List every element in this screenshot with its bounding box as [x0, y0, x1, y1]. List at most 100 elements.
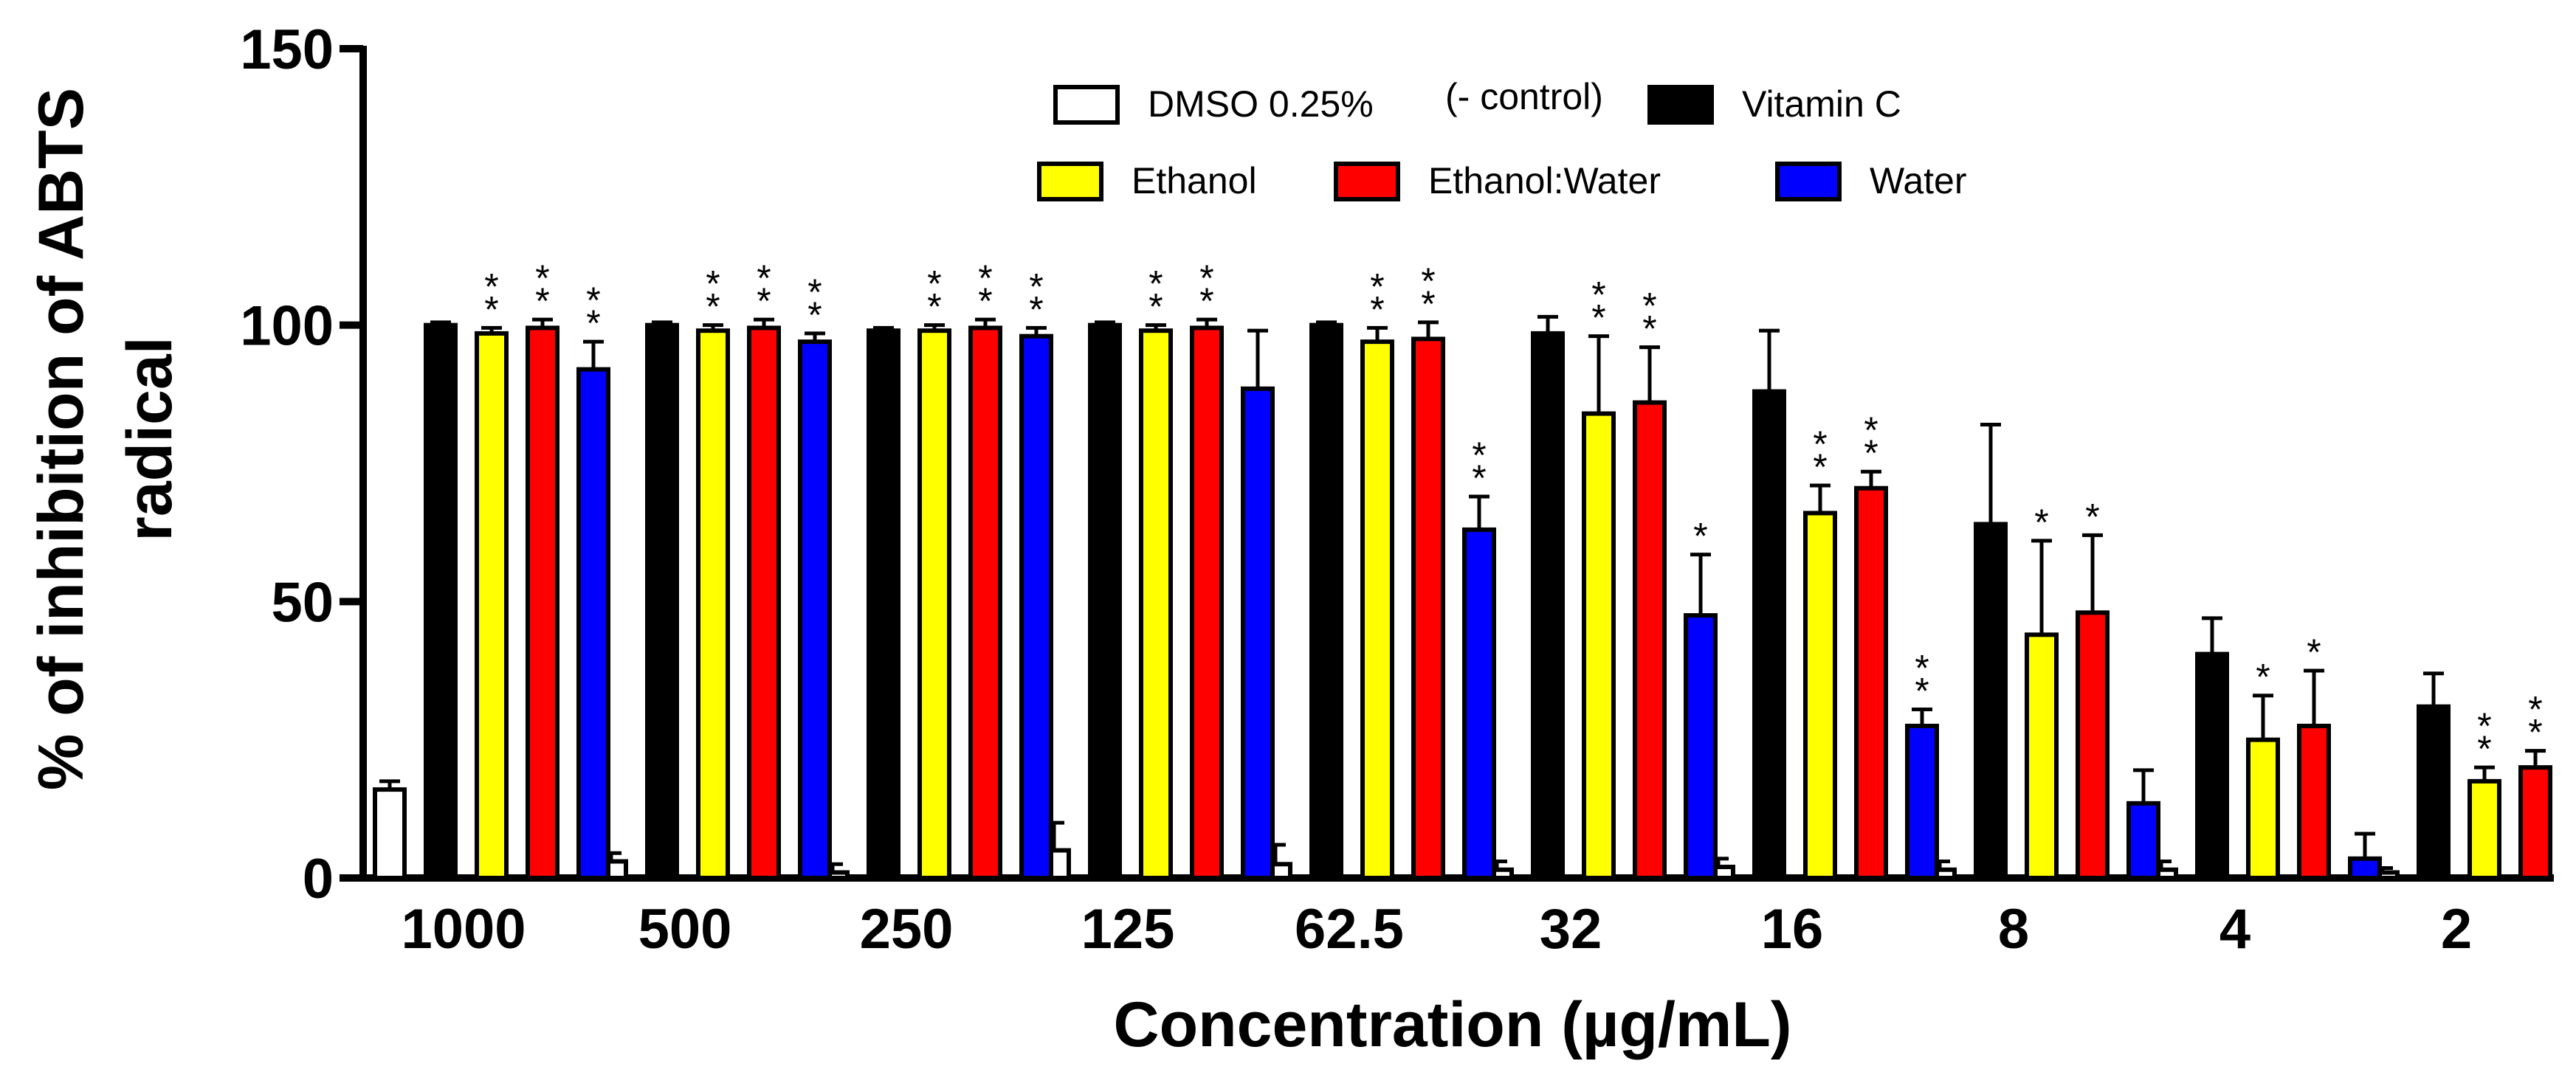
x-tick-label: 4: [2219, 898, 2250, 961]
bar: [1752, 389, 1786, 880]
significance-star: *: [1029, 288, 1043, 330]
significance-star: *: [706, 263, 720, 305]
legend-label: DMSO 0.25%: [1148, 83, 1374, 125]
legend-swatch: [1775, 162, 1842, 201]
significance-star: *: [535, 257, 549, 299]
significance-star: *: [586, 280, 600, 321]
bar: [798, 339, 832, 880]
bar: [424, 322, 458, 880]
significance-star: *: [1148, 263, 1163, 305]
significance-star: *: [1642, 308, 1656, 350]
bar: [968, 325, 1002, 880]
legend-label: Vitamin C: [1742, 83, 1901, 125]
bar: [1974, 522, 2008, 881]
significance-star: *: [1915, 647, 1929, 688]
bar: [2467, 778, 2501, 881]
significance-star: *: [2307, 632, 2321, 673]
significance-star: *: [1421, 260, 1435, 302]
x-tick-label: 8: [1998, 898, 2029, 961]
significance-star: *: [1813, 446, 1827, 488]
bar: [576, 367, 610, 880]
significance-star: *: [1915, 670, 1929, 711]
bar: [1190, 325, 1224, 880]
x-tick-label: 62.5: [1295, 898, 1404, 961]
bar: [526, 325, 559, 880]
x-tick-label: 1000: [401, 898, 526, 961]
significance-star: *: [1370, 288, 1384, 330]
bar: [867, 328, 900, 881]
significance-star: *: [1864, 409, 1878, 451]
significance-star: *: [1199, 257, 1213, 299]
significance-star: *: [2528, 689, 2542, 730]
significance-star: *: [2034, 502, 2048, 543]
significance-star: *: [1642, 286, 1656, 327]
bar: [2126, 801, 2160, 880]
bar: [475, 331, 509, 880]
bar: [1684, 613, 1718, 880]
bar: [1633, 400, 1667, 880]
x-axis-title: Concentration (µg/mL): [1113, 989, 1791, 1060]
y-axis-title-line-1: % of inhibition of ABTS: [26, 88, 97, 790]
significance-star: *: [706, 286, 720, 328]
y-tick-label: 100: [240, 295, 334, 358]
legend-swatch: [1334, 162, 1400, 201]
legend-swatch: [1053, 85, 1120, 125]
legend-label: Water: [1870, 160, 1967, 201]
significance-star: *: [586, 302, 600, 344]
x-tick-label: 125: [1081, 898, 1175, 961]
bar: [2297, 723, 2331, 881]
bar: [917, 328, 951, 881]
bar: [2417, 704, 2451, 880]
significance-star: *: [1591, 297, 1605, 339]
significance-star: *: [807, 272, 822, 313]
bar: [1309, 322, 1343, 880]
bar: [2348, 856, 2382, 880]
significance-star: *: [757, 280, 771, 322]
x-tick-label: 16: [1761, 898, 1824, 961]
significance-star: *: [535, 280, 549, 322]
bar: [2076, 610, 2110, 880]
bar: [1139, 328, 1173, 881]
significance-star: *: [484, 266, 498, 307]
bar: [2246, 737, 2280, 881]
significance-star: *: [1813, 424, 1827, 465]
significance-star: *: [1864, 432, 1878, 474]
y-tick-label: 0: [303, 848, 334, 910]
x-tick-label: 2: [2441, 898, 2472, 961]
bar: [1019, 333, 1053, 880]
legend-swatch: [1647, 85, 1714, 125]
bar: [645, 322, 679, 880]
bar: [1411, 336, 1445, 880]
bar: [1088, 322, 1122, 880]
legend-label: Ethanol:Water: [1428, 160, 1661, 201]
x-tick-label: 500: [638, 898, 732, 961]
significance-star: *: [757, 257, 771, 299]
bar: [1360, 339, 1394, 880]
bar: [1803, 511, 1837, 880]
significance-star: *: [1199, 280, 1213, 322]
significance-star: *: [484, 288, 498, 330]
legend-label: Ethanol: [1132, 160, 1257, 201]
significance-star: *: [1421, 283, 1435, 325]
bar: [1582, 411, 1616, 880]
bar: [2518, 765, 2552, 880]
bar: [2195, 651, 2229, 881]
significance-star: *: [807, 294, 822, 336]
bar: [747, 325, 781, 880]
legend: DMSO 0.25% (- control) Vitamin C Ethanol Eth…: [1037, 76, 1967, 201]
significance-star: *: [1148, 286, 1163, 328]
significance-star: *: [2477, 728, 2491, 770]
significance-star: *: [978, 257, 992, 299]
bar: [1905, 723, 1939, 881]
significance-star: *: [1472, 435, 1486, 476]
bar: [1854, 485, 1888, 880]
x-tick-label: 250: [860, 898, 954, 961]
bar: [1462, 527, 1496, 880]
bar: [2025, 632, 2059, 880]
significance-star: *: [2528, 712, 2542, 753]
significance-star: *: [978, 280, 992, 322]
bar: [373, 787, 407, 881]
y-axis-title-line-2: radical: [114, 336, 185, 541]
